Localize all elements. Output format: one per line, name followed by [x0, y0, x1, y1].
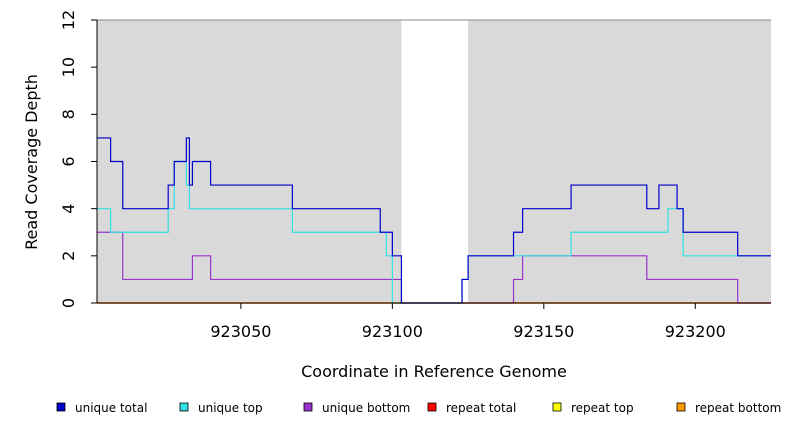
x-axis-title: Coordinate in Reference Genome — [301, 362, 567, 381]
y-tick-label: 10 — [59, 57, 78, 77]
shaded-region-1 — [97, 20, 402, 303]
shaded-region-2 — [468, 20, 771, 303]
legend-item-unique-top: unique top — [179, 401, 263, 415]
legend-swatch — [676, 402, 686, 412]
series-line-unique-top — [97, 160, 771, 304]
legend-item-repeat-bottom: repeat bottom — [676, 401, 781, 415]
legend-item-unique-bottom: unique bottom — [303, 401, 410, 415]
y-tick-label: 8 — [59, 109, 78, 119]
legend-swatch — [552, 402, 562, 412]
y-tick-label: 12 — [59, 10, 78, 30]
legend-label: unique bottom — [322, 401, 410, 415]
x-tick-label: 923100 — [362, 322, 423, 341]
legend-label: repeat top — [571, 401, 634, 415]
x-tick-label: 923050 — [210, 322, 271, 341]
legend-swatch — [56, 402, 66, 412]
legend-swatch — [303, 402, 313, 412]
shaded-regions — [97, 20, 771, 303]
legend: unique total unique top unique bottom repea… — [56, 401, 781, 415]
legend-swatch — [427, 402, 437, 412]
legend-label: unique top — [198, 401, 263, 415]
y-axis-title: Read Coverage Depth — [22, 74, 41, 250]
y-tick-label: 0 — [59, 298, 78, 308]
y-tick-label: 2 — [59, 251, 78, 261]
legend-label: unique total — [75, 401, 147, 415]
legend-label: repeat total — [446, 401, 516, 415]
legend-label: repeat bottom — [695, 401, 781, 415]
y-tick-label: 4 — [59, 204, 78, 214]
axes: 0 2 4 6 8 10 12 923050 923100 923150 923200 — [59, 10, 771, 341]
legend-item-repeat-top: repeat top — [552, 401, 634, 415]
legend-swatch — [179, 402, 189, 412]
y-tick-label: 6 — [59, 156, 78, 166]
x-tick-label: 923150 — [513, 322, 574, 341]
series-line-unique-total — [97, 137, 771, 304]
x-tick-label: 923200 — [665, 322, 726, 341]
legend-item-repeat-total: repeat total — [427, 401, 516, 415]
legend-item-unique-total: unique total — [56, 401, 147, 415]
